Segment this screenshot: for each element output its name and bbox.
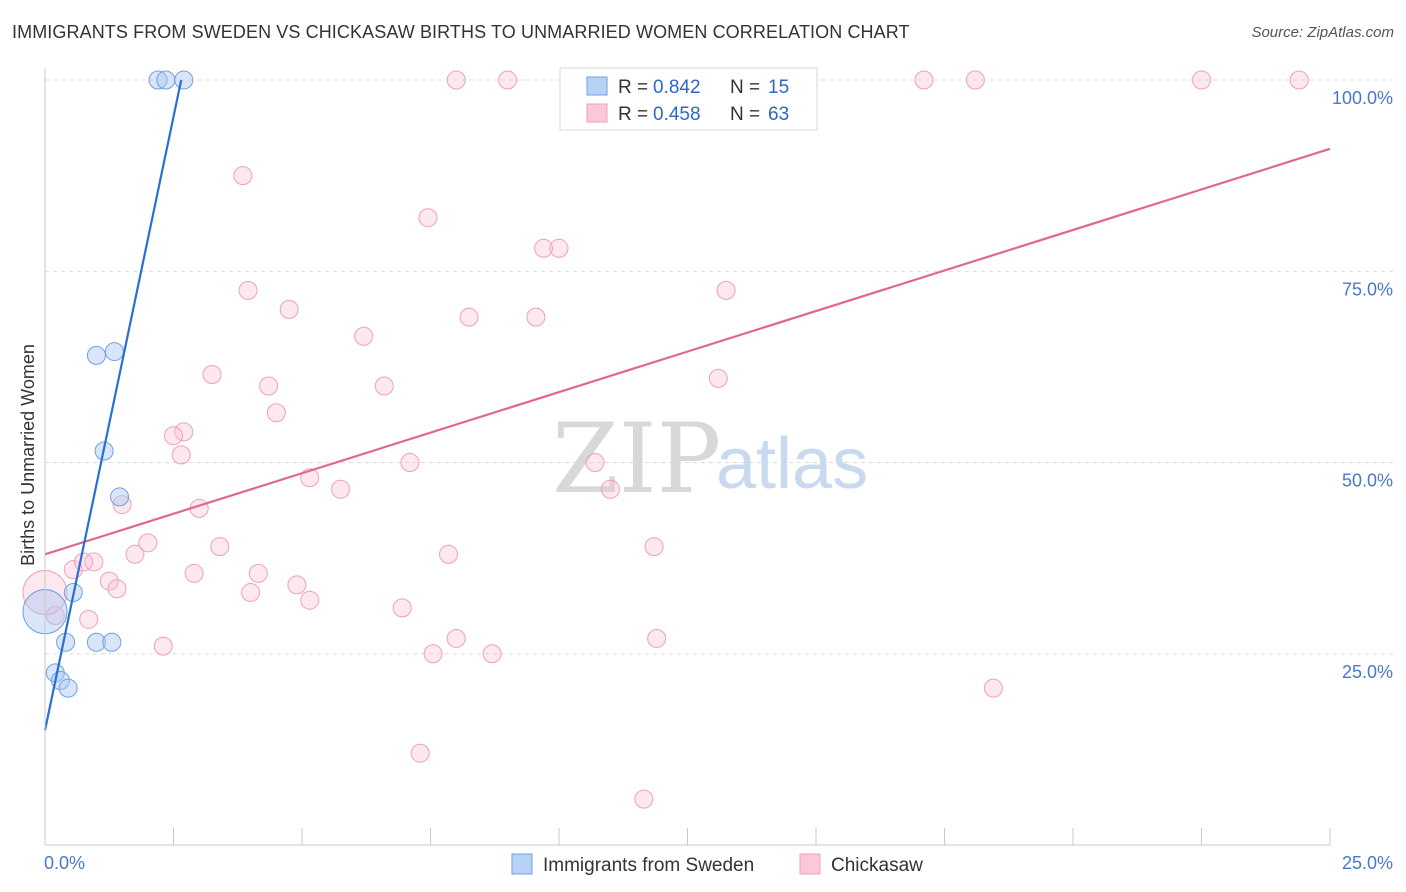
chickasaw-point-41 xyxy=(99,571,119,591)
chickasaw-point-0 xyxy=(446,70,466,90)
chickasaw-point-19 xyxy=(259,376,279,396)
legend-r-label-2: R = xyxy=(618,104,648,125)
chickasaw-point-6 xyxy=(1192,70,1211,90)
chickasaw-point-20 xyxy=(374,376,394,396)
x-tick-label-max: 25.0% xyxy=(1342,853,1393,873)
chickasaw-point-46 xyxy=(287,575,307,595)
chickasaw-point-58 xyxy=(634,789,654,809)
sweden-point-1 xyxy=(156,70,176,90)
bottom-legend-swatch-chickasaw xyxy=(799,853,821,875)
watermark-zip: ZIP xyxy=(552,403,721,515)
trend-line-sweden xyxy=(43,79,183,731)
bottom-legend-swatch-sweden xyxy=(511,853,533,875)
bottom-legend-label-sweden: Immigrants from Sweden xyxy=(543,855,754,876)
legend-r-label-1: R = xyxy=(618,77,648,98)
chickasaw-point-40 xyxy=(438,544,458,564)
chickasaw-point-24 xyxy=(164,426,183,446)
legend-swatch-chickasaw xyxy=(586,103,608,123)
y-tick-label-25: 25.0% xyxy=(1342,662,1393,682)
chickasaw-point-35 xyxy=(84,552,104,572)
chickasaw-point-22 xyxy=(266,403,286,423)
sweden-point-2 xyxy=(174,70,194,90)
y-tick-label-100: 100.0% xyxy=(1332,88,1393,108)
chickasaw-point-33 xyxy=(138,533,158,553)
chickasaw-point-56 xyxy=(647,628,667,648)
chickasaw-point-59 xyxy=(983,678,1003,698)
sweden-point-12 xyxy=(104,342,124,362)
chickasaw-point-4 xyxy=(914,70,934,90)
legend-n-label-2: N = xyxy=(730,104,760,125)
legend-n-value-2: 63 xyxy=(768,104,789,125)
chickasaw-point-14 xyxy=(459,307,479,327)
sweden-point-6 xyxy=(58,678,78,698)
chickasaw-point-49 xyxy=(45,606,65,625)
chickasaw-point-44 xyxy=(241,583,261,603)
chickasaw-point-1 xyxy=(498,70,518,90)
sweden-point-10 xyxy=(102,632,122,652)
sweden-point-9 xyxy=(86,632,106,652)
chickasaw-point-52 xyxy=(392,598,412,618)
grid: 25.0% 50.0% 75.0% 100.0% xyxy=(45,79,1395,682)
y-tick-label-50: 50.0% xyxy=(1342,471,1393,491)
watermark-atlas: atlas xyxy=(716,424,868,504)
chickasaw-point-57 xyxy=(410,743,430,763)
chickasaw-point-34 xyxy=(210,537,230,557)
chickasaw-point-23 xyxy=(174,422,194,442)
chickasaw-point-47 xyxy=(300,590,320,610)
y-tick-label-75: 75.0% xyxy=(1342,279,1393,299)
trend-line-chickasaw xyxy=(44,147,1331,556)
legend: R = 0.842 N = 15 R = 0.458 N = 63 xyxy=(559,67,818,131)
chickasaw-point-11 xyxy=(549,238,569,258)
chickasaw-point-31 xyxy=(331,479,351,499)
chickasaw-point-38 xyxy=(125,544,145,564)
legend-n-label-1: N = xyxy=(730,77,760,98)
watermark: ZIP atlas xyxy=(552,403,868,515)
chickasaw-point-16 xyxy=(716,280,736,300)
chickasaw-point-7 xyxy=(1289,70,1309,90)
source-label: Source: ZipAtlas.com xyxy=(1251,24,1394,41)
legend-r-value-1: 0.842 xyxy=(653,77,701,98)
chickasaw-point-32 xyxy=(112,495,132,515)
chickasaw-point-10 xyxy=(534,238,554,258)
axes: 0.0% 25.0% Births to Unmarried Women xyxy=(18,68,1393,873)
chickasaw-point-48 xyxy=(79,609,99,629)
chickasaw-point-8 xyxy=(233,166,253,186)
chickasaw-point-42 xyxy=(107,579,127,599)
chickasaw-point-25 xyxy=(171,445,191,465)
chickasaw-point-45 xyxy=(248,563,268,583)
chickasaw-point-12 xyxy=(238,280,258,300)
x-tick-label-min: 0.0% xyxy=(44,853,85,873)
sweden-point-14 xyxy=(110,487,130,507)
legend-swatch-sweden xyxy=(586,76,608,96)
legend-n-value-1: 15 xyxy=(768,77,789,98)
series-sweden xyxy=(22,70,194,698)
chickasaw-point-13 xyxy=(279,300,299,319)
bottom-legend-label-chickasaw: Chickasaw xyxy=(831,855,923,876)
chickasaw-point-37 xyxy=(74,552,94,572)
chickasaw-point-55 xyxy=(482,644,502,664)
chickasaw-point-28 xyxy=(585,453,605,472)
chart-title: IMMIGRANTS FROM SWEDEN VS CHICKASAW BIRT… xyxy=(12,22,910,42)
chickasaw-point-43 xyxy=(184,563,204,583)
chickasaw-point-54 xyxy=(446,628,466,648)
chickasaw-point-27 xyxy=(400,453,420,472)
chickasaw-point-18 xyxy=(202,365,222,385)
chickasaw-point-39 xyxy=(644,537,664,557)
chickasaw-point-5 xyxy=(965,70,985,90)
sweden-point-0 xyxy=(148,70,168,90)
chickasaw-point-29 xyxy=(600,479,620,499)
bottom-legend: Immigrants from Sweden Chickasaw xyxy=(511,853,923,876)
chickasaw-point-9 xyxy=(418,208,438,228)
chickasaw-point-17 xyxy=(354,326,374,346)
chickasaw-point-15 xyxy=(526,307,546,327)
chickasaw-point-21 xyxy=(708,368,728,388)
legend-r-value-2: 0.458 xyxy=(653,104,701,125)
y-axis-title: Births to Unmarried Women xyxy=(18,344,38,566)
chickasaw-point-53 xyxy=(423,644,443,664)
chickasaw-point-51 xyxy=(153,636,173,656)
series-chickasaw xyxy=(22,70,1309,809)
sweden-point-11 xyxy=(86,345,106,365)
trend-lines xyxy=(43,79,1331,731)
